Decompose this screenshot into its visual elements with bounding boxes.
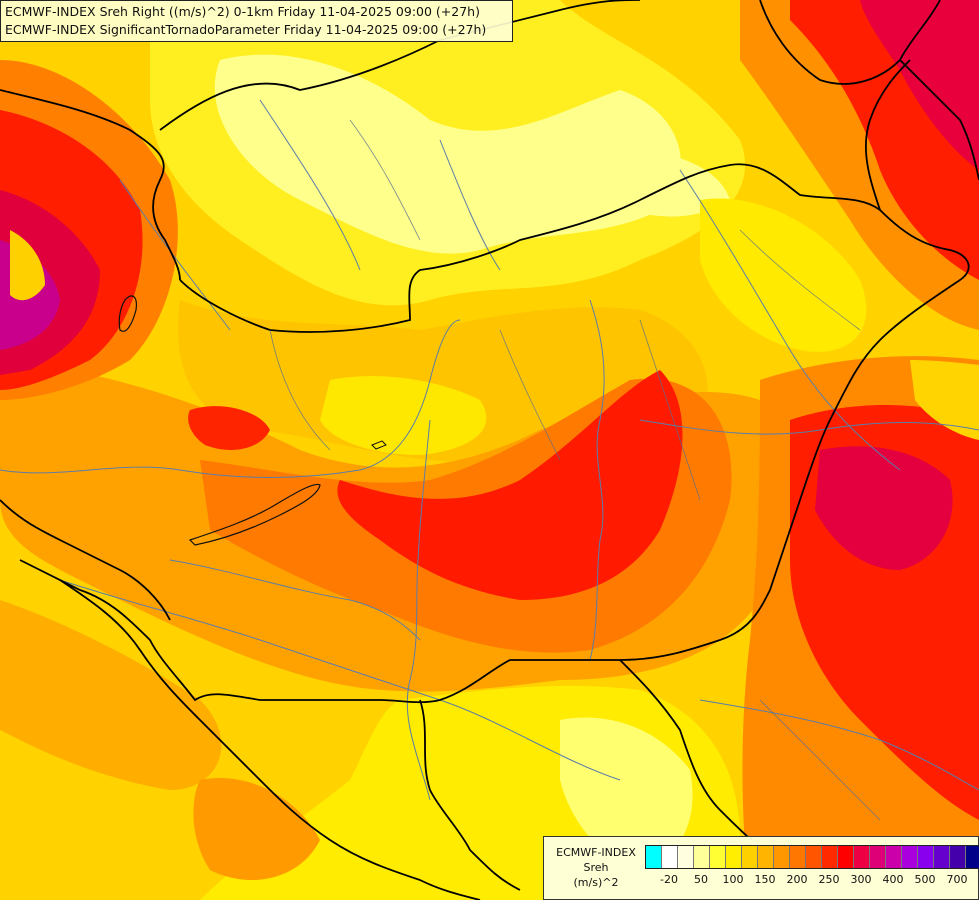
field-orange-south-west <box>0 600 222 790</box>
border-serbia <box>419 699 521 891</box>
title-line-stp: ECMWF-INDEX SignificantTornadoParameter … <box>5 22 487 37</box>
border-slovakia-north <box>159 0 641 131</box>
legend-swatch-17 <box>918 846 934 868</box>
legend-swatch-14 <box>870 846 886 868</box>
legend-swatch-2 <box>678 846 694 868</box>
border-slovakia-ukraine <box>759 0 941 85</box>
legend-tick-label: 200 <box>786 873 808 886</box>
title-line-sreh: ECMWF-INDEX Sreh Right ((m/s)^2) 0-1km F… <box>5 4 480 19</box>
color-legend: ECMWF-INDEX Sreh (m/s)^2 -20 50 100 150 200 2… <box>543 836 979 900</box>
region-boundaries <box>269 119 881 821</box>
legend-swatch-5 <box>726 846 742 868</box>
legend-tick-label: 100 <box>722 873 744 886</box>
legend-swatch-20 <box>966 846 979 868</box>
border-croatia-south <box>59 579 481 900</box>
legend-swatch-16 <box>902 846 918 868</box>
river-sava <box>59 579 621 781</box>
legend-swatch-6 <box>742 846 758 868</box>
border-hungary <box>19 163 970 704</box>
river-north-1 <box>259 99 361 271</box>
river-east <box>639 419 979 435</box>
region-line-5 <box>349 119 421 241</box>
legend-swatch-4 <box>710 846 726 868</box>
border-austria-slovakia <box>0 89 181 281</box>
legend-swatch-11 <box>822 846 838 868</box>
legend-tick-label: 50 <box>694 873 708 886</box>
river-se <box>699 699 979 791</box>
river-danube-south <box>406 419 431 801</box>
field-pale-yellow-north <box>214 54 681 254</box>
field-crimson-ne <box>860 0 979 170</box>
legend-swatch-15 <box>886 846 902 868</box>
lake-balaton <box>188 483 321 546</box>
legend-swatch-12 <box>838 846 854 868</box>
field-yellow-east-edge <box>910 360 979 440</box>
field-yellow-ne <box>700 198 867 352</box>
river-drava <box>169 559 421 641</box>
lake-neusiedl <box>118 295 137 332</box>
legend-swatch-9 <box>790 846 806 868</box>
legend-swatches <box>645 845 979 869</box>
field-crimson-east <box>815 446 953 570</box>
border-west-slovenia <box>0 499 171 621</box>
field-red-spot-west <box>188 406 270 450</box>
river-west <box>119 179 231 331</box>
legend-swatch-18 <box>934 846 950 868</box>
field-pale-yellow-south <box>560 717 693 870</box>
lake-small-1 <box>371 440 387 450</box>
legend-swatch-10 <box>806 846 822 868</box>
river-danube <box>0 319 461 478</box>
region-line-3 <box>639 319 701 501</box>
legend-ticks: -20 50 100 150 200 250 300 400 500 700 <box>645 873 979 889</box>
region-line-1 <box>269 329 331 451</box>
legend-tick-label: 500 <box>914 873 936 886</box>
legend-swatch-13 <box>854 846 870 868</box>
map-title-box: ECMWF-INDEX Sreh Right ((m/s)^2) 0-1km F… <box>0 0 513 42</box>
region-line-6 <box>759 699 881 821</box>
legend-tick-label: 400 <box>882 873 904 886</box>
legend-tick-label: 700 <box>946 873 968 886</box>
legend-label-source: ECMWF-INDEX <box>556 846 636 859</box>
rivers <box>0 99 979 801</box>
legend-swatch-3 <box>694 846 710 868</box>
legend-swatch-7 <box>758 846 774 868</box>
legend-label-param: Sreh <box>583 861 609 874</box>
legend-tick-label: 250 <box>818 873 840 886</box>
legend-tick-label: 150 <box>754 873 776 886</box>
legend-swatch-1 <box>662 846 678 868</box>
field-yellow-west-pocket <box>10 230 45 301</box>
river-tisza <box>589 299 605 661</box>
legend-tick-label: -20 <box>660 873 678 886</box>
region-line-4 <box>739 229 861 331</box>
legend-swatch-8 <box>774 846 790 868</box>
legend-label-unit: (m/s)^2 <box>573 876 619 889</box>
river-ne <box>679 169 901 471</box>
border-romania-ukraine <box>899 59 979 181</box>
legend-label: ECMWF-INDEX Sreh (m/s)^2 <box>548 845 644 890</box>
legend-tick-label: 300 <box>850 873 872 886</box>
field-orange-sw-lobe <box>193 778 320 880</box>
border-slovakia-hungary-east <box>864 59 911 211</box>
river-north-2 <box>439 139 501 271</box>
field-yellow-center-pocket <box>320 376 487 455</box>
field-red-core <box>337 370 683 600</box>
legend-swatch-19 <box>950 846 966 868</box>
region-line-2 <box>499 329 561 461</box>
legend-swatch-0 <box>646 846 662 868</box>
